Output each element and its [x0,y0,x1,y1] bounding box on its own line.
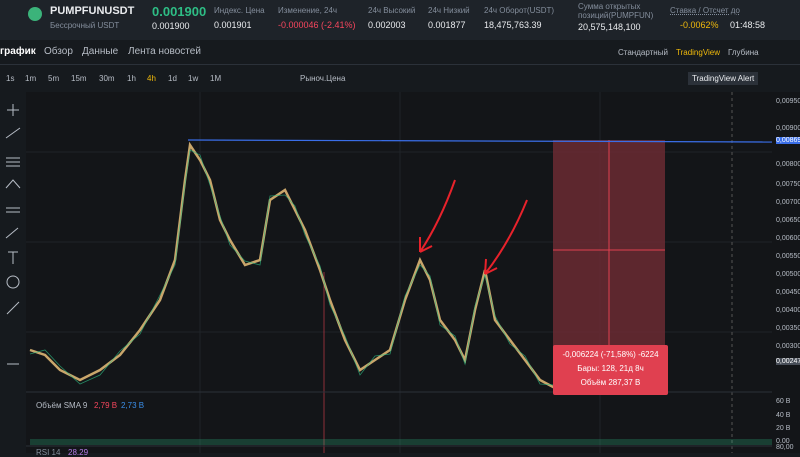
tab[interactable]: Обзор [44,46,73,57]
measure-change: -0,006224 (-71,58%) -6224 [562,350,659,359]
alert-button[interactable]: TradingView Alert [688,72,759,85]
stat-label: 24ч Низкий [428,6,470,15]
stat-label: Индекс. Цена [214,6,265,15]
chart-svg [0,92,773,453]
interval[interactable]: 1w [188,74,199,83]
interval[interactable]: 15m [71,74,87,83]
arrow [419,179,456,253]
symbol[interactable]: PUMPFUNUSDT [50,5,135,17]
interval[interactable]: 1s [6,74,15,83]
tab[interactable]: график [0,46,36,57]
measure-bars: Бары: 128, 21д 8ч [577,364,644,373]
stat-label: Сумма открытых позиций(PUMPFUN) [578,2,654,20]
header: PUMPFUNUSDT Бессрочный USDT 0.001900 0.0… [0,0,800,40]
arrow [484,199,528,275]
stat-label: 24ч Оборот(USDT) [484,6,555,15]
volume-axis-label: 0.00 [776,438,790,445]
interval[interactable]: 1h [127,74,136,83]
interval[interactable]: 5m [48,74,60,83]
volume-sma: 2,73 B [121,401,145,410]
drawing-tools [0,92,26,453]
view-option[interactable]: Глубина [728,48,759,57]
volume-axis-label: 60 B [776,398,791,405]
interval[interactable]: 1d [168,74,177,83]
stat-value: 0.001901 [214,20,252,30]
measure-volume: Объём 287,37 B [580,378,641,387]
chart-area: Объём SMA 9 2,79 B 2,73 B RSI 14 28.29 8… [0,92,800,457]
interval[interactable]: 30m [99,74,115,83]
candles [29,149,556,386]
price-label: 0,002470 [776,358,800,365]
coin-icon [28,7,42,21]
stat-value: 0.002003 [368,20,406,30]
volume-label: Объём SMA 9 [36,401,88,410]
stat-label: Изменение, 24ч [278,6,338,15]
view-option[interactable]: Стандартный [618,48,668,57]
stat-value: -0.000046 (-2.41%) [278,20,356,30]
tab[interactable]: Лента новостей [128,46,201,57]
price-line [29,141,556,390]
view-option[interactable]: TradingView [676,48,721,57]
stat-label: 24ч Высокий [368,6,416,15]
last-price: 0.001900 [152,4,207,19]
interval[interactable]: 4h [147,74,156,83]
volume-axis-label: 20 B [776,425,791,432]
funding-label: Ставка / Отсчет до [670,6,740,15]
stat-value: 20,575,148,100 [578,22,641,32]
order-type[interactable]: Рыноч.Цена [300,74,346,83]
contract: Бессрочный USDT [50,21,120,30]
volume-axis-label: 40 B [776,412,791,419]
volume-value: 2,79 B [94,401,118,410]
stat-value: 0.001877 [428,20,466,30]
tool-icons [5,104,21,365]
funding-rate: -0.0062% [680,20,719,30]
rsi-axis: 80,00 [776,444,794,451]
tab[interactable]: Данные [82,46,119,57]
tabs-bar: график Обзор Данные Лента новостей Стандартн… [0,40,800,65]
interval[interactable]: 1M [210,74,222,83]
toolbar: Рыноч.Цена TradingView Alert 1s 1m 5m 15m 30… [0,66,800,92]
mark-price: 0.001900 [152,21,190,31]
price-label: 0,008695 [776,137,800,144]
measure-tooltip: -0,006224 (-71,58%) -6224 Бары: 128, 21д… [553,345,668,395]
trend-line [187,139,773,143]
countdown: 01:48:58 [730,20,766,30]
stat-value: 18,475,763.39 [484,20,542,30]
interval[interactable]: 1m [25,74,37,83]
